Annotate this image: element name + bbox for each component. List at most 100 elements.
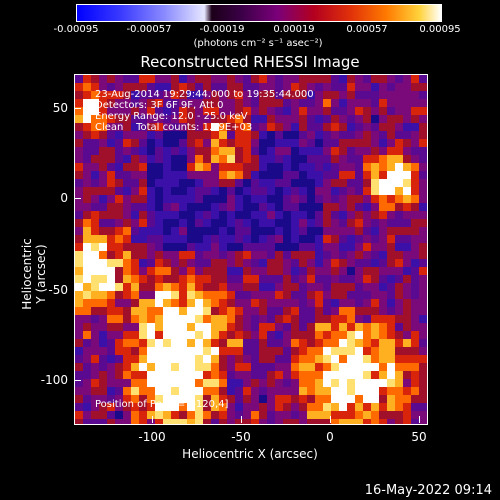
image-pixel [371,291,379,299]
image-pixel [259,187,267,195]
image-pixel [99,171,107,179]
image-pixel [131,291,139,299]
image-pixel [339,339,347,347]
image-pixel [315,139,323,147]
image-pixel [403,75,411,83]
image-pixel [315,123,323,131]
image-pixel [91,123,99,131]
image-pixel [387,107,395,115]
image-pixel [107,83,115,91]
image-pixel [123,115,131,123]
image-pixel [179,347,187,355]
image-pixel [91,75,99,83]
image-pixel [339,235,347,243]
image-pixel [123,419,131,424]
image-pixel [179,195,187,203]
image-pixel [275,195,283,203]
image-pixel [179,299,187,307]
image-pixel [147,195,155,203]
image-pixel [315,363,323,371]
image-pixel [91,115,99,123]
image-pixel [419,347,427,355]
image-pixel [155,211,163,219]
image-pixel [379,283,387,291]
image-pixel [75,419,83,424]
image-pixel [195,291,203,299]
image-pixel [123,131,131,139]
image-pixel [243,299,251,307]
image-pixel [267,267,275,275]
image-pixel [411,379,419,387]
image-pixel [251,371,259,379]
image-pixel [347,371,355,379]
image-pixel [291,203,299,211]
image-pixel [139,339,147,347]
colorbar-tick: -0.00019 [199,24,245,35]
image-pixel [107,299,115,307]
image-pixel [83,235,91,243]
image-pixel [99,139,107,147]
image-pixel [291,171,299,179]
image-pixel [219,355,227,363]
image-pixel [347,395,355,403]
image-pixel [211,91,219,99]
image-pixel [171,275,179,283]
image-pixel [131,363,139,371]
image-pixel [283,227,291,235]
rhessi-image [75,75,427,424]
image-pixel [163,187,171,195]
image-pixel [363,299,371,307]
image-pixel [387,203,395,211]
image-pixel [243,195,251,203]
image-pixel [339,307,347,315]
image-pixel [307,99,315,107]
image-pixel [91,219,99,227]
image-pixel [147,275,155,283]
image-pixel [419,259,427,267]
image-pixel [291,291,299,299]
image-pixel [371,379,379,387]
image-pixel [331,99,339,107]
image-pixel [395,99,403,107]
image-pixel [331,155,339,163]
image-pixel [307,163,315,171]
image-pixel [243,147,251,155]
image-pixel [203,219,211,227]
image-pixel [219,107,227,115]
image-pixel [395,91,403,99]
image-pixel [211,387,219,395]
image-pixel [115,323,123,331]
colorbar-tick: -0.00095 [53,24,99,35]
image-pixel [283,75,291,83]
image-pixel [107,203,115,211]
image-pixel [219,371,227,379]
image-pixel [331,75,339,83]
timestamp: 16-May-2022 09:14 [364,483,492,498]
image-pixel [147,371,155,379]
image-pixel [275,179,283,187]
image-pixel [147,243,155,251]
image-pixel [235,355,243,363]
image-pixel [371,395,379,403]
image-pixel [339,131,347,139]
image-pixel [315,83,323,91]
image-pixel [299,123,307,131]
image-pixel [235,75,243,83]
image-pixel [131,307,139,315]
image-pixel [75,91,83,99]
image-pixel [315,203,323,211]
image-pixel [83,99,91,107]
image-pixel [115,227,123,235]
image-pixel [179,219,187,227]
image-pixel [323,211,331,219]
image-pixel [115,123,123,131]
image-pixel [115,243,123,251]
image-pixel [171,419,179,424]
image-pixel [259,99,267,107]
image-pixel [195,163,203,171]
image-pixel [243,339,251,347]
image-pixel [187,179,195,187]
image-pixel [323,403,331,411]
image-pixel [259,307,267,315]
image-pixel [251,187,259,195]
